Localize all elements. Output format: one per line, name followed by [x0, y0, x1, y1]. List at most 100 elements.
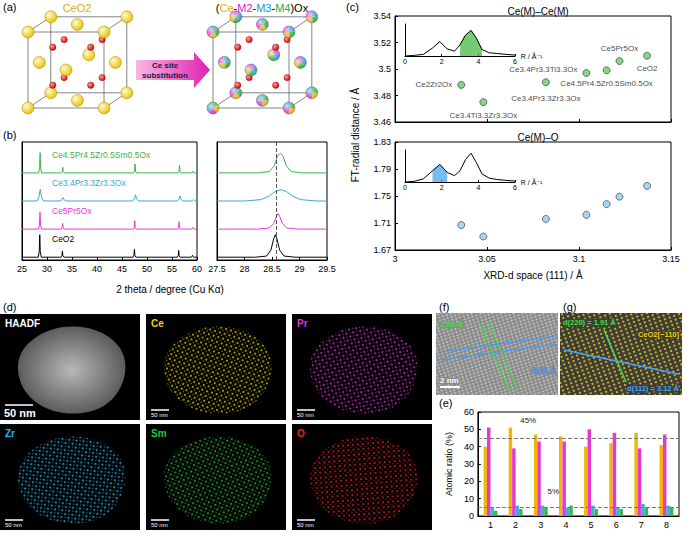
svg-text:CeO2: CeO2: [637, 64, 658, 73]
svg-text:50: 50: [142, 264, 152, 274]
svg-text:28: 28: [239, 264, 249, 274]
svg-text:Atomic ratio (%): Atomic ratio (%): [444, 432, 454, 496]
svg-text:50 nm: 50 nm: [4, 407, 36, 419]
svg-text:2: 2: [440, 58, 444, 65]
svg-text:d(220) = 1.91 Å: d(220) = 1.91 Å: [563, 318, 616, 327]
svg-text:(g): (g): [563, 301, 576, 313]
svg-text:1.79: 1.79: [373, 164, 391, 174]
svg-text:1: 1: [488, 520, 493, 530]
svg-text:HAADF: HAADF: [5, 318, 40, 329]
svg-text:3.54: 3.54: [373, 11, 391, 21]
svg-text:6: 6: [513, 58, 517, 65]
svg-text:25: 25: [17, 264, 27, 274]
svg-text:3.48: 3.48: [373, 91, 391, 101]
svg-text:50 nm: 50 nm: [297, 522, 314, 528]
svg-text:40: 40: [464, 442, 474, 452]
svg-text:30: 30: [42, 264, 52, 274]
svg-text:3.5: 3.5: [378, 64, 391, 74]
svg-text:0: 0: [469, 511, 474, 521]
svg-text:(b): (b): [3, 129, 16, 141]
svg-text:Ce3.4Ti3.3Zr3.3Ox: Ce3.4Ti3.3Zr3.3Ox: [449, 111, 517, 120]
svg-text:60: 60: [464, 407, 474, 417]
svg-text:1.83: 1.83: [373, 137, 391, 147]
svg-text:7: 7: [639, 520, 644, 530]
svg-text:1.75: 1.75: [373, 191, 391, 201]
svg-text:10: 10: [464, 494, 474, 504]
svg-text:3.1: 3.1: [573, 254, 586, 264]
svg-text:R / Å⁻¹: R / Å⁻¹: [521, 52, 543, 60]
svg-text:Sm: Sm: [151, 428, 167, 439]
svg-text:29: 29: [294, 264, 304, 274]
svg-text:3.05: 3.05: [478, 254, 496, 264]
svg-text:50 nm: 50 nm: [5, 522, 22, 528]
svg-text:Ce site: Ce site: [152, 61, 179, 70]
svg-text:Ce(M)–O: Ce(M)–O: [517, 132, 558, 143]
svg-text:(d): (d): [3, 301, 16, 313]
svg-text:CeO2: CeO2: [52, 234, 74, 244]
svg-text:Pr: Pr: [297, 318, 308, 329]
svg-text:20: 20: [464, 476, 474, 486]
svg-text:29.5: 29.5: [318, 264, 336, 274]
svg-text:Ce4.5Pr4.5Zr0.5Sm0.5Ox: Ce4.5Pr4.5Zr0.5Sm0.5Ox: [560, 79, 652, 88]
svg-text:Zr: Zr: [5, 428, 15, 439]
svg-text:(c): (c): [346, 1, 359, 13]
svg-text:3.15: 3.15: [662, 254, 680, 264]
svg-text:50 nm: 50 nm: [297, 412, 314, 418]
svg-text:3.11 Å: 3.11 Å: [532, 366, 555, 375]
svg-text:3.52: 3.52: [373, 38, 391, 48]
svg-text:45: 45: [117, 264, 127, 274]
svg-text:substitution: substitution: [142, 71, 188, 80]
svg-text:50 nm: 50 nm: [151, 412, 168, 418]
svg-text:0: 0: [403, 184, 407, 191]
svg-text:XRD-d space (111) / Å: XRD-d space (111) / Å: [483, 269, 582, 281]
svg-text:(a): (a): [3, 1, 16, 13]
svg-text:(Ce-M2-M3-M4)Ox: (Ce-M2-M3-M4)Ox: [216, 2, 309, 14]
svg-text:55: 55: [167, 264, 177, 274]
svg-text:R / Å⁻¹: R / Å⁻¹: [521, 178, 543, 186]
svg-text:1.67: 1.67: [373, 245, 391, 255]
svg-text:30: 30: [464, 459, 474, 469]
svg-text:Ce(M)–Ce(M): Ce(M)–Ce(M): [507, 6, 568, 17]
svg-text:Ce4.5Pr4.5Zr0.5Sm0.5Ox: Ce4.5Pr4.5Zr0.5Sm0.5Ox: [52, 150, 151, 160]
svg-text:3.46: 3.46: [373, 117, 391, 127]
svg-text:40: 40: [92, 264, 102, 274]
svg-text:4: 4: [476, 184, 480, 191]
svg-text:Ce5Pr5Ox: Ce5Pr5Ox: [52, 206, 92, 216]
svg-text:(f): (f): [439, 301, 449, 313]
svg-text:0: 0: [403, 58, 407, 65]
svg-text:1.90 Å: 1.90 Å: [440, 320, 464, 329]
svg-text:CeO2: CeO2: [63, 2, 92, 14]
svg-text:4: 4: [563, 520, 568, 530]
svg-text:2 theta / degree (Cu Kα): 2 theta / degree (Cu Kα): [116, 284, 224, 295]
svg-text:FT-radial distance / Å: FT-radial distance / Å: [349, 87, 361, 182]
svg-text:5: 5: [589, 520, 594, 530]
svg-text:d(111) = 3.12 Å: d(111) = 3.12 Å: [627, 384, 679, 393]
svg-text:2: 2: [440, 184, 444, 191]
svg-text:5%: 5%: [548, 487, 560, 496]
svg-text:50 nm: 50 nm: [151, 522, 168, 528]
svg-text:CeO2[−110]: CeO2[−110]: [638, 330, 680, 339]
svg-text:28.5: 28.5: [263, 264, 281, 274]
svg-text:Ce3.4Pr3.3Zr3.3Ox: Ce3.4Pr3.3Zr3.3Ox: [52, 178, 126, 188]
svg-text:6: 6: [614, 520, 619, 530]
svg-text:4: 4: [476, 58, 480, 65]
svg-text:3: 3: [538, 520, 543, 530]
svg-text:6: 6: [513, 184, 517, 191]
svg-text:45%: 45%: [520, 416, 536, 425]
svg-text:27.5: 27.5: [208, 264, 226, 274]
svg-text:(e): (e): [439, 397, 452, 409]
svg-text:35: 35: [67, 264, 77, 274]
svg-text:2: 2: [513, 520, 518, 530]
svg-text:3: 3: [392, 254, 397, 264]
svg-text:60: 60: [192, 264, 202, 274]
svg-text:Ce2Zr2Ox: Ce2Zr2Ox: [415, 80, 452, 89]
svg-text:Ce: Ce: [151, 318, 164, 329]
svg-text:Ce3.4Pr3.3Ti3.3Ox: Ce3.4Pr3.3Ti3.3Ox: [509, 65, 577, 74]
svg-text:2 nm: 2 nm: [440, 376, 459, 385]
svg-text:Ce5Pr5Ox: Ce5Pr5Ox: [601, 44, 638, 53]
svg-text:Ce3.4Pr3.3Zr3.3Ox: Ce3.4Pr3.3Zr3.3Ox: [511, 94, 580, 103]
svg-text:8: 8: [664, 520, 669, 530]
svg-text:1.71: 1.71: [373, 218, 391, 228]
svg-text:O: O: [297, 428, 305, 439]
svg-text:50: 50: [464, 424, 474, 434]
